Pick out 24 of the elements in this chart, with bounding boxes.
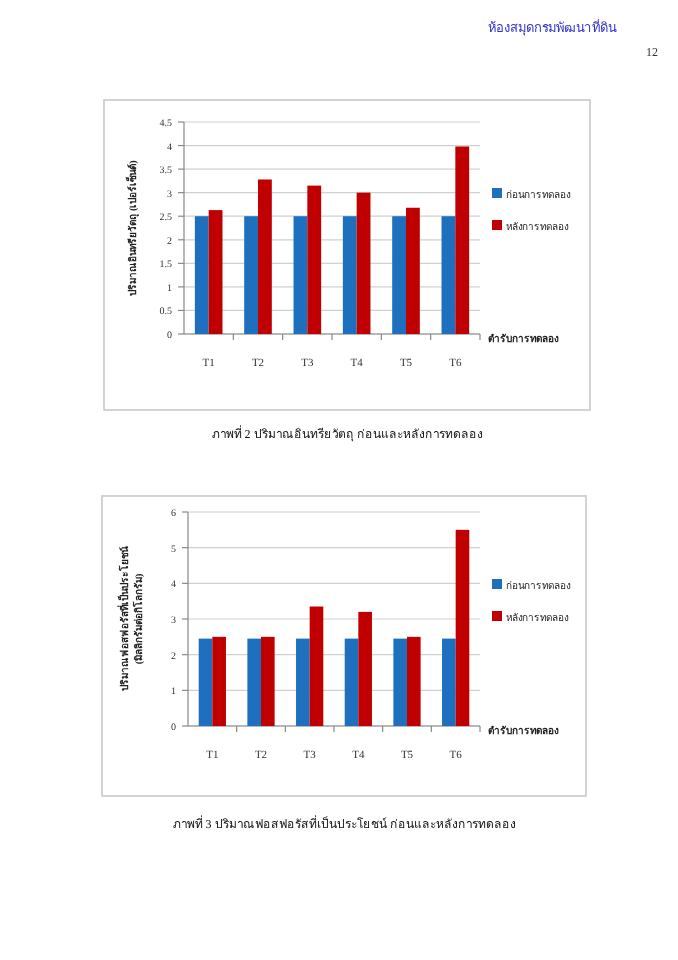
bar xyxy=(258,179,272,334)
bar xyxy=(212,636,226,726)
bar xyxy=(293,216,308,334)
bar xyxy=(356,192,371,334)
bar xyxy=(309,606,324,726)
bar xyxy=(442,638,456,726)
bar xyxy=(406,207,420,334)
bar xyxy=(342,216,357,334)
bar xyxy=(358,611,372,726)
bar xyxy=(455,146,470,334)
bar xyxy=(441,216,456,334)
bar xyxy=(393,638,407,726)
bar xyxy=(194,216,209,334)
bar xyxy=(407,636,421,726)
bar xyxy=(244,216,258,334)
bar xyxy=(198,638,213,726)
bar xyxy=(344,638,359,726)
bar xyxy=(247,638,261,726)
bar xyxy=(307,185,322,334)
bar xyxy=(392,216,406,334)
bar xyxy=(296,638,310,726)
bar xyxy=(455,529,470,726)
bar xyxy=(261,636,275,726)
bar xyxy=(208,210,223,334)
